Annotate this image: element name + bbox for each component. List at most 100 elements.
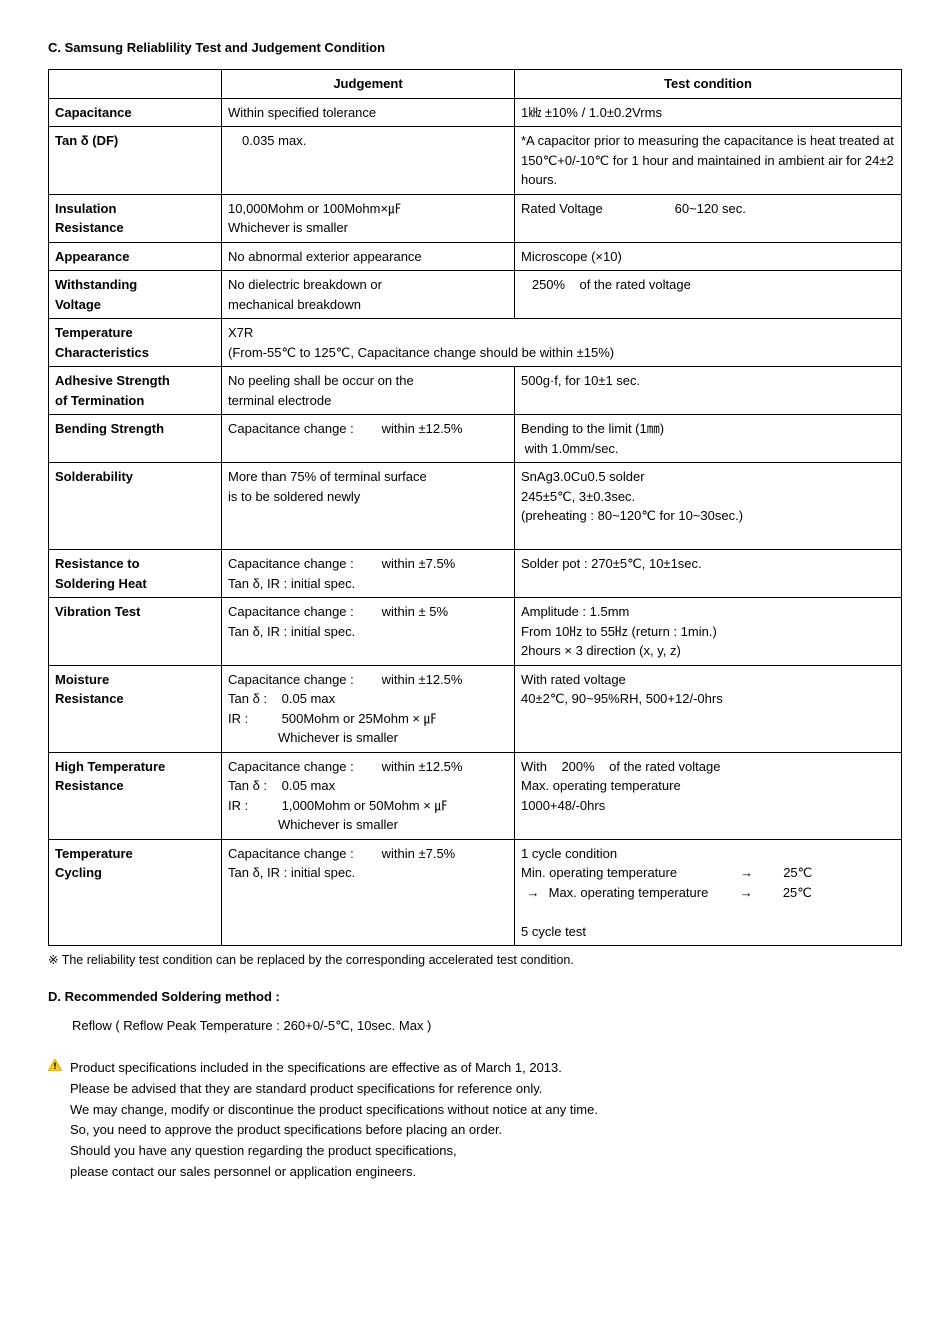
- param-moisture-2: Resistance: [55, 691, 124, 706]
- judge-withstand-a: No dielectric breakdown or: [228, 277, 382, 292]
- cond-solderability-c: (preheating : 80~120℃ for 10~30sec.): [521, 508, 743, 523]
- param-capacitance: Capacitance: [49, 98, 222, 127]
- row-adhesive: Adhesive Strength of Termination No peel…: [49, 367, 902, 415]
- param-vibration: Vibration Test: [49, 598, 222, 666]
- judge-cycling-b: Tan δ, IR : initial spec.: [228, 865, 355, 880]
- cond-solderability-b: 245±5℃, 3±0.3sec.: [521, 489, 635, 504]
- arrow-3: →: [734, 883, 758, 903]
- cond-vibration: Amplitude : 1.5mm From 10㎐ to 55㎐ (retur…: [515, 598, 902, 666]
- cond-bending-b: with 1.0mm/sec.: [525, 441, 619, 456]
- param-appearance: Appearance: [49, 242, 222, 271]
- row-hightemp: High Temperature Resistance Capacitance …: [49, 752, 902, 839]
- cond-moisture: With rated voltage 40±2℃, 90~95%RH, 500+…: [515, 665, 902, 752]
- row-tand: Tan δ (DF) 0.035 max. *A capacitor prior…: [49, 127, 902, 195]
- tempchar-merged: X7R (From-55℃ to 125℃, Capacitance chang…: [222, 319, 902, 367]
- param-moisture-1: Moisture: [55, 672, 109, 687]
- cond-withstand-txt: of the rated voltage: [580, 277, 691, 292]
- param-cycling-2: Cycling: [55, 865, 102, 880]
- cond-withstand: 250% of the rated voltage: [515, 271, 902, 319]
- param-tempchar-2: Characteristics: [55, 345, 149, 360]
- param-ir-2: Resistance: [55, 220, 124, 235]
- warn-l6: please contact our sales personnel or ap…: [70, 1162, 902, 1183]
- cond-cycling-max: Max. operating temperature: [549, 883, 731, 903]
- cond-hightemp-c: 1000+48/-0hrs: [521, 798, 605, 813]
- param-solderability: Solderability: [49, 463, 222, 550]
- judge-resheat-b: Tan δ, IR : initial spec.: [228, 576, 355, 591]
- header-row: Judgement Test condition: [49, 70, 902, 99]
- row-moisture: Moisture Resistance Capacitance change :…: [49, 665, 902, 752]
- cond-tand: *A capacitor prior to measuring the capa…: [515, 127, 902, 195]
- cond-hightemp-txt: of the rated voltage: [609, 759, 720, 774]
- row-solderability: Solderability More than 75% of terminal …: [49, 463, 902, 550]
- warn-l1: Product specifications included in the s…: [70, 1058, 902, 1079]
- param-resheat: Resistance to Soldering Heat: [49, 550, 222, 598]
- tempchar-line2: (From-55℃ to 125℃, Capacitance change sh…: [228, 345, 614, 360]
- hightemp-ir-sub: Whichever is smaller: [278, 817, 398, 832]
- cond-hightemp-pct: 200%: [561, 759, 594, 774]
- cond-solderability-a: SnAg3.0Cu0.5 solder: [521, 469, 645, 484]
- param-hightemp-2: Resistance: [55, 778, 124, 793]
- cond-adhesive: 500g·f, for 10±1 sec.: [515, 367, 902, 415]
- judge-bending-val: within ±12.5%: [382, 421, 463, 436]
- judge-hightemp-label: Capacitance change :: [228, 757, 378, 777]
- judge-vibration-label: Capacitance change :: [228, 602, 378, 622]
- param-withstand-2: Voltage: [55, 297, 101, 312]
- param-hightemp: High Temperature Resistance: [49, 752, 222, 839]
- param-adhesive: Adhesive Strength of Termination: [49, 367, 222, 415]
- row-appearance: Appearance No abnormal exterior appearan…: [49, 242, 902, 271]
- reliability-table: Judgement Test condition Capacitance Wit…: [48, 69, 902, 946]
- section-d-title: D. Recommended Soldering method :: [48, 989, 902, 1004]
- cond-resheat: Solder pot : 270±5℃, 10±1sec.: [515, 550, 902, 598]
- cond-withstand-pct: 250%: [532, 277, 565, 292]
- judge-solderability-b: is to be soldered newly: [228, 489, 360, 504]
- cond-cycling-min: Min. operating temperature: [521, 863, 731, 883]
- hightemp-tan-val: 0.05 max: [282, 778, 335, 793]
- judge-cycling: Capacitance change : within ±7.5% Tan δ,…: [222, 839, 515, 946]
- param-tempchar-1: Temperature: [55, 325, 133, 340]
- judge-ir: 10,000Mohm or 100Mohm×㎌ Whichever is sma…: [222, 194, 515, 242]
- cond-cycling-end: 5 cycle test: [521, 924, 586, 939]
- cond-hightemp-with: With: [521, 759, 547, 774]
- arrow-2: →: [521, 883, 545, 903]
- cond-bending-a: Bending to the limit (1㎜): [521, 421, 664, 436]
- warning-block: Product specifications included in the s…: [48, 1058, 902, 1183]
- row-cycling: Temperature Cycling Capacitance change :…: [49, 839, 902, 946]
- param-cycling: Temperature Cycling: [49, 839, 222, 946]
- judge-vibration-val: within ± 5%: [382, 604, 448, 619]
- moisture-tan-val: 0.05 max: [282, 691, 335, 706]
- cond-capacitance-a: 1㎑ ±10% / 1.0±0.2Vrms: [515, 98, 902, 127]
- header-condition: Test condition: [515, 70, 902, 99]
- judge-bending-label: Capacitance change :: [228, 419, 378, 439]
- header-blank: [49, 70, 222, 99]
- judge-tand: 0.035 max.: [222, 127, 515, 195]
- param-adhesive-2: of Termination: [55, 393, 144, 408]
- param-resheat-1: Resistance to: [55, 556, 140, 571]
- warn-l3: We may change, modify or discontinue the…: [70, 1100, 902, 1121]
- cond-cycling: 1 cycle condition Min. operating tempera…: [515, 839, 902, 946]
- hightemp-tan-label: Tan δ :: [228, 776, 278, 796]
- cond-hightemp: With 200% of the rated voltage Max. oper…: [515, 752, 902, 839]
- judge-hightemp-val: within ±12.5%: [382, 759, 463, 774]
- cond-ir-val: 60~120 sec.: [675, 199, 746, 219]
- footnote: ※ The reliability test condition can be …: [48, 952, 902, 967]
- judge-moisture-val: within ±12.5%: [382, 672, 463, 687]
- judge-cycling-label: Capacitance change :: [228, 844, 378, 864]
- judge-resheat-val: within ±7.5%: [382, 556, 456, 571]
- param-adhesive-1: Adhesive Strength: [55, 373, 170, 388]
- judge-adhesive-a: No peeling shall be occur on the: [228, 373, 414, 388]
- section-c-title: C. Samsung Reliablility Test and Judgeme…: [48, 40, 902, 55]
- judge-moisture: Capacitance change : within ±12.5% Tan δ…: [222, 665, 515, 752]
- section-d-line: Reflow ( Reflow Peak Temperature : 260+0…: [72, 1018, 902, 1034]
- row-ir: Insulation Resistance 10,000Mohm or 100M…: [49, 194, 902, 242]
- warn-l2: Please be advised that they are standard…: [70, 1079, 902, 1100]
- cond-hightemp-b: Max. operating temperature: [521, 778, 681, 793]
- header-judgement: Judgement: [222, 70, 515, 99]
- cycling-temp-1: 25℃: [762, 863, 812, 883]
- arrow-1: →: [735, 863, 759, 883]
- judge-resheat-label: Capacitance change :: [228, 554, 378, 574]
- judge-cycling-val: within ±7.5%: [382, 846, 456, 861]
- warning-icon: [48, 1059, 62, 1071]
- cycling-temp-2: 25℃: [762, 883, 812, 903]
- param-tempchar: Temperature Characteristics: [49, 319, 222, 367]
- param-resheat-2: Soldering Heat: [55, 576, 147, 591]
